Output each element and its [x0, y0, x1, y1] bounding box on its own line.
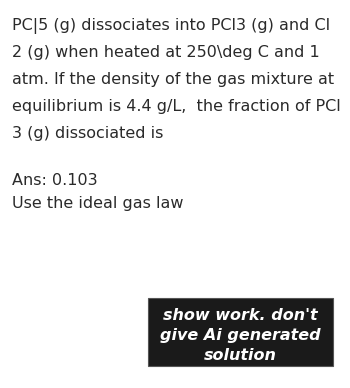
Text: atm. If the density of the gas mixture at: atm. If the density of the gas mixture a…	[12, 72, 334, 87]
Text: Ans: 0.103: Ans: 0.103	[12, 173, 98, 188]
FancyBboxPatch shape	[148, 298, 333, 366]
Text: equilibrium is 4.4 g/L,  the fraction of PCl: equilibrium is 4.4 g/L, the fraction of …	[12, 99, 341, 114]
Text: 2 (g) when heated at 250\deg C and 1: 2 (g) when heated at 250\deg C and 1	[12, 45, 320, 60]
Text: Use the ideal gas law: Use the ideal gas law	[12, 196, 183, 211]
Text: 3 (g) dissociated is: 3 (g) dissociated is	[12, 126, 163, 141]
Text: PC|5 (g) dissociates into PCl3 (g) and Cl: PC|5 (g) dissociates into PCl3 (g) and C…	[12, 18, 330, 34]
Text: give Ai generated: give Ai generated	[160, 328, 321, 343]
Text: solution: solution	[204, 348, 277, 363]
Text: show work. don't: show work. don't	[163, 308, 318, 323]
